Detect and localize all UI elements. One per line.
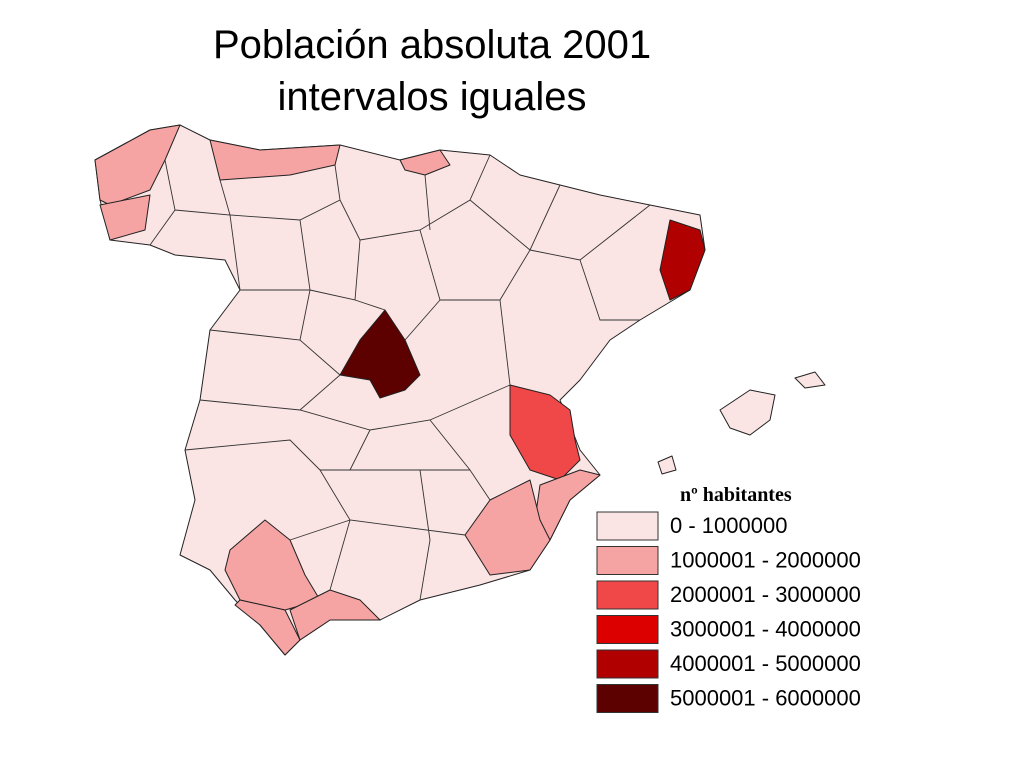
province	[209, 139, 341, 181]
legend-title: nº habitantes	[680, 484, 792, 506]
legend-label: 2000001 - 3000000	[670, 582, 861, 607]
province	[509, 384, 581, 481]
province	[234, 599, 301, 656]
title-line: Población absoluta 2001	[213, 23, 651, 67]
island	[719, 389, 776, 436]
island	[657, 455, 677, 475]
province	[659, 219, 706, 301]
legend-label: 1000001 - 2000000	[670, 547, 861, 572]
legend-label: 3000001 - 4000000	[670, 616, 861, 641]
province	[464, 479, 551, 576]
legend-swatch	[596, 580, 659, 610]
legend-swatch	[596, 684, 659, 713]
legend-label: 0 - 1000000	[670, 513, 787, 538]
legend-label: 5000001 - 6000000	[670, 685, 861, 710]
province	[94, 124, 181, 206]
legend: 0 - 1000000 1000001 - 2000000 2000001 - 30…	[596, 511, 861, 713]
province-border	[149, 154, 651, 601]
legend-swatch	[596, 649, 659, 679]
spain-map	[94, 124, 826, 656]
legend-swatch	[596, 511, 659, 541]
province	[339, 309, 421, 399]
province	[399, 149, 451, 176]
title-line: intervalos iguales	[277, 75, 586, 119]
island	[794, 371, 826, 389]
province	[289, 589, 381, 641]
legend-swatch	[596, 546, 659, 575]
legend-label: 4000001 - 5000000	[670, 651, 861, 676]
legend-swatch	[596, 615, 659, 644]
province	[99, 194, 151, 241]
